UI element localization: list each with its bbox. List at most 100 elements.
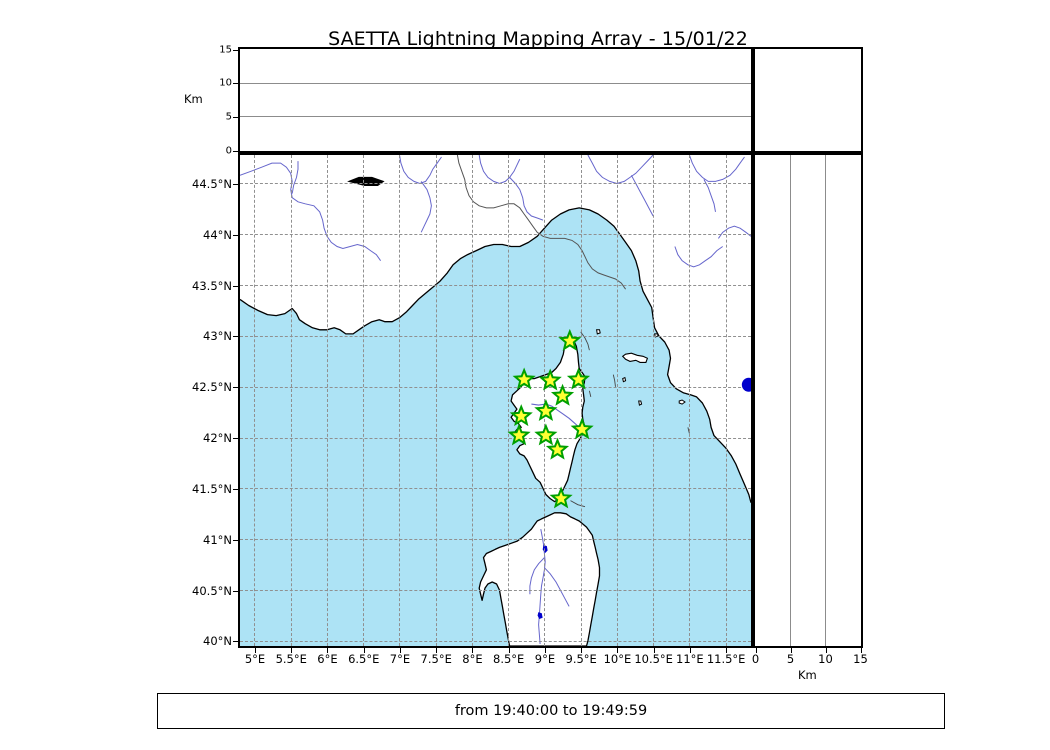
right-panel-tickmark bbox=[825, 648, 827, 653]
right-panel-xtick: 10 bbox=[818, 652, 833, 666]
map-x-tickmark bbox=[363, 648, 365, 653]
map-x-tickmark bbox=[399, 648, 401, 653]
marker-graphic-layer bbox=[507, 328, 751, 509]
map-xtick-longitude: 8°E bbox=[462, 652, 483, 666]
station-8[interactable] bbox=[507, 423, 531, 446]
pianosa-island bbox=[622, 376, 627, 383]
top-panel-ytick: 0 bbox=[225, 145, 232, 156]
right-panel-axis-label: Km bbox=[798, 668, 817, 682]
right-panel-xtick: 15 bbox=[853, 652, 868, 666]
map-gridline-horizontal bbox=[240, 640, 751, 642]
station-3[interactable] bbox=[538, 368, 562, 391]
map-xtick-longitude: 7.5°E bbox=[420, 652, 452, 666]
map-xtick-longitude: 8.5°E bbox=[493, 652, 525, 666]
right-panel-xtick: 0 bbox=[751, 652, 760, 666]
top-panel-tickmark bbox=[233, 83, 238, 85]
mainland-river-12 bbox=[717, 225, 751, 239]
top-panel-gridline bbox=[240, 82, 751, 84]
map-xtick-longitude: 9.5°E bbox=[565, 652, 597, 666]
map-y-tickmark bbox=[233, 590, 238, 592]
station-4[interactable] bbox=[566, 367, 591, 390]
map-gridline-horizontal bbox=[240, 234, 751, 236]
station-1[interactable] bbox=[558, 328, 582, 351]
map-gridline-vertical bbox=[689, 155, 691, 646]
map-y-tickmark bbox=[233, 387, 238, 389]
right-height-panel bbox=[753, 153, 863, 648]
map-ytick-latitude: 43.5°N bbox=[192, 278, 232, 293]
giglio-island bbox=[638, 400, 643, 406]
map-gridline-horizontal bbox=[240, 539, 751, 541]
map-gridline-vertical bbox=[435, 155, 437, 646]
map-ytick-latitude: 42°N bbox=[203, 431, 232, 446]
map-gridline-horizontal bbox=[240, 335, 751, 337]
map-x-tickmark bbox=[653, 648, 655, 653]
sardinia-lake-2 bbox=[537, 612, 543, 619]
map-ytick-latitude: 44°N bbox=[203, 227, 232, 242]
map-gridline-horizontal bbox=[240, 488, 751, 490]
right-panel-xtick: 5 bbox=[786, 652, 795, 666]
station-12[interactable] bbox=[549, 486, 573, 509]
mainland-river-7 bbox=[587, 155, 654, 185]
administrative-border-1 bbox=[456, 155, 627, 290]
map-x-tickmark bbox=[581, 648, 583, 653]
mainland-river-1 bbox=[240, 162, 382, 261]
bathymetry-line-5 bbox=[687, 427, 690, 434]
map-y-tickmark bbox=[233, 285, 238, 287]
map-xtick-longitude: 6°E bbox=[317, 652, 338, 666]
time-range-text: from 19:40:00 to 19:49:59 bbox=[454, 703, 648, 719]
sardinia-river-2 bbox=[529, 557, 545, 595]
map-gridline-vertical bbox=[254, 155, 256, 646]
station-9[interactable] bbox=[534, 423, 558, 446]
map-gridline-vertical bbox=[290, 155, 292, 646]
station-5[interactable] bbox=[550, 383, 575, 406]
lightning-source-1[interactable] bbox=[741, 377, 751, 392]
sardinia-island bbox=[478, 512, 601, 646]
map-gridline-horizontal bbox=[240, 183, 751, 185]
right-panel-gridline bbox=[825, 155, 826, 646]
top-panel-tickmark bbox=[233, 150, 238, 152]
page-title-text: SAETTA Lightning Mapping Array - 15/01/2… bbox=[328, 28, 748, 50]
map-gridline-horizontal bbox=[240, 285, 751, 287]
map-x-tickmark bbox=[544, 648, 546, 653]
map-ytick-latitude: 41°N bbox=[203, 532, 232, 547]
station-6[interactable] bbox=[509, 404, 533, 427]
top-panel-ytick: 10 bbox=[219, 77, 232, 89]
top-height-panel bbox=[238, 47, 753, 153]
station-2[interactable] bbox=[512, 367, 536, 390]
map-gridline-vertical bbox=[508, 155, 510, 646]
right-panel-tickmark bbox=[790, 648, 792, 653]
top-panel-ytick: 15 bbox=[219, 44, 232, 55]
map-ytick-latitude: 40°N bbox=[203, 634, 232, 649]
map-gridline-vertical bbox=[653, 155, 655, 646]
map-xtick-longitude: 6.5°E bbox=[348, 652, 380, 666]
map-y-tickmark bbox=[233, 234, 238, 236]
mainland-river-8 bbox=[630, 175, 654, 217]
station-7[interactable] bbox=[534, 398, 558, 422]
map-x-tickmark bbox=[327, 648, 329, 653]
corsica-river bbox=[531, 403, 580, 428]
map-y-tickmark bbox=[233, 336, 238, 338]
bathymetry-line-2 bbox=[612, 374, 616, 387]
map-graphic bbox=[240, 155, 751, 646]
map-xtick-longitude: 7°E bbox=[389, 652, 411, 666]
map-x-tickmark bbox=[508, 648, 510, 653]
map-ytick-latitude: 43°N bbox=[203, 329, 232, 344]
map-gridline-vertical bbox=[725, 155, 727, 646]
top-panel-ytick: 5 bbox=[225, 111, 232, 123]
mainland-river-10 bbox=[703, 179, 716, 212]
map-xtick-longitude: 9°E bbox=[534, 652, 556, 666]
sardinia-river-3 bbox=[544, 567, 570, 607]
map-gridline-vertical bbox=[326, 155, 328, 646]
map-gridline-vertical bbox=[580, 155, 582, 646]
map-xtick-longitude: 11.5°E bbox=[706, 652, 746, 666]
capraia-island bbox=[596, 329, 601, 335]
station-11[interactable] bbox=[545, 437, 570, 460]
page-title: SAETTA Lightning Mapping Array - 15/01/2… bbox=[0, 28, 1050, 50]
map-panel[interactable] bbox=[238, 153, 753, 648]
map-xtick-longitude: 5.5°E bbox=[275, 652, 307, 666]
bathymetry-line-3 bbox=[588, 390, 592, 398]
map-ytick-latitude: 44.5°N bbox=[192, 176, 232, 191]
station-10[interactable] bbox=[570, 417, 594, 440]
map-gridline-vertical bbox=[544, 155, 546, 646]
map-x-tickmark bbox=[436, 648, 438, 653]
